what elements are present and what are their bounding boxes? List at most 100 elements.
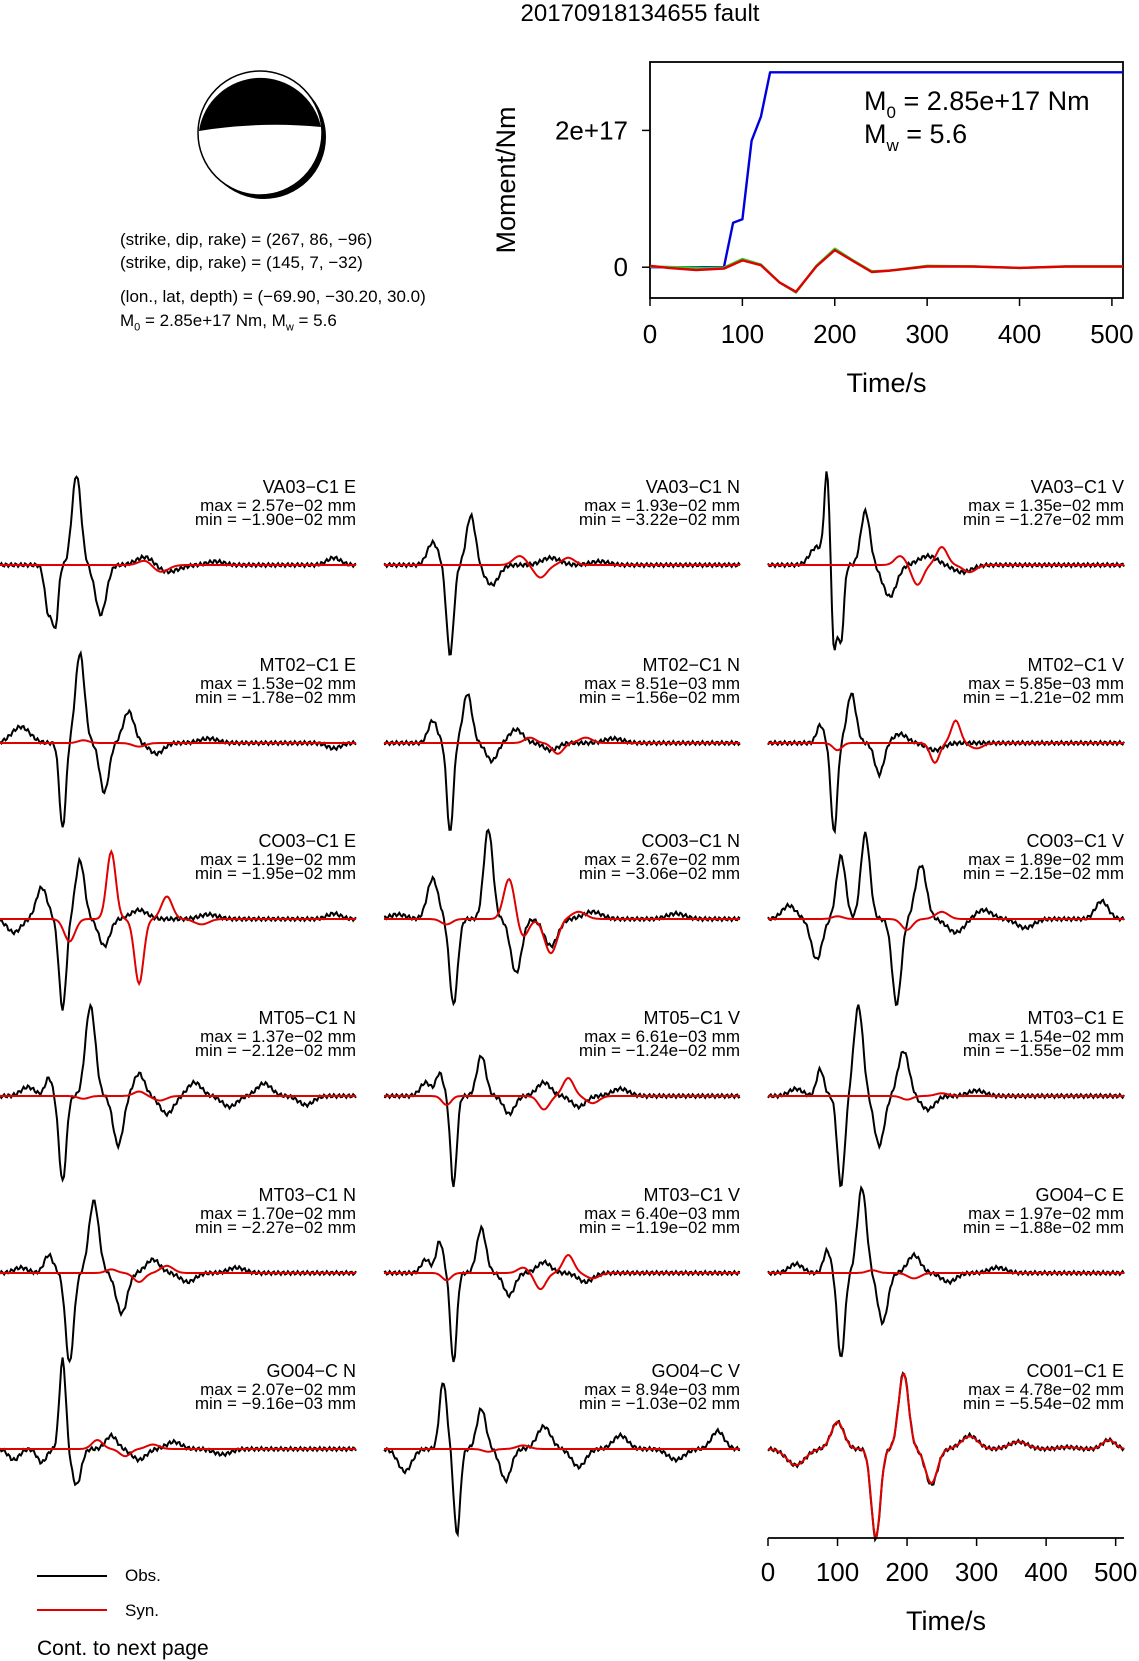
- observed-trace: [383, 511, 741, 656]
- min-amplitude-label: min = −2.15e−02 mm: [963, 864, 1124, 883]
- nodal-plane-2: (strike, dip, rake) = (145, 7, −32): [120, 253, 363, 272]
- station-label: VA03−C1 V: [1031, 477, 1124, 497]
- max-amplitude-label: max = 4.78e−02 mm: [968, 1380, 1124, 1399]
- legend-obs-label: Obs.: [125, 1566, 161, 1585]
- min-amplitude-label: min = −1.19e−02 mm: [579, 1218, 740, 1237]
- min-amplitude-label: min = −1.90e−02 mm: [195, 510, 356, 529]
- station-label: VA03−C1 E: [263, 477, 356, 497]
- moment-x-tick-label: 200: [813, 319, 856, 349]
- max-amplitude-label: max = 1.35e−02 mm: [968, 496, 1124, 515]
- hypocenter-location: (lon., lat, depth) = (−69.90, −30.20, 30…: [120, 287, 426, 306]
- moment-x-tick-label: 400: [998, 319, 1041, 349]
- synthetic-trace: [0, 739, 356, 748]
- min-amplitude-label: min = −2.12e−02 mm: [195, 1041, 356, 1060]
- max-amplitude-label: max = 1.37e−02 mm: [200, 1027, 356, 1046]
- min-amplitude-label: min = −9.16e−03 mm: [195, 1394, 356, 1413]
- min-amplitude-label: min = −1.55e−02 mm: [963, 1041, 1124, 1060]
- station-label: CO03−C1 E: [258, 831, 356, 851]
- max-amplitude-label: max = 2.07e−02 mm: [200, 1380, 356, 1399]
- synthetic-trace: [768, 1269, 1124, 1280]
- synthetic-trace: [768, 910, 1124, 931]
- synthetic-trace: [0, 1090, 356, 1102]
- station-label: MT02−C1 N: [642, 655, 740, 675]
- synthetic-trace: [384, 1077, 740, 1111]
- max-amplitude-label: max = 8.51e−03 mm: [584, 674, 740, 693]
- moment-annotation-m0: M0 = 2.85e+17 Nm: [864, 86, 1090, 122]
- synthetic-trace: [384, 1254, 740, 1291]
- station-label: CO01−C1 E: [1026, 1361, 1124, 1381]
- synthetic-trace: [768, 1092, 1124, 1101]
- moment-y-axis-label: Moment/Nm: [491, 106, 521, 253]
- min-amplitude-label: min = −1.24e−02 mm: [579, 1041, 740, 1060]
- min-amplitude-label: min = −1.95e−02 mm: [195, 864, 356, 883]
- synthetic-trace: [0, 848, 356, 987]
- nodal-plane-1: (strike, dip, rake) = (267, 86, −96): [120, 230, 373, 249]
- synthetic-trace: [384, 736, 740, 755]
- station-label: CO03−C1 V: [1026, 831, 1124, 851]
- moment-rate-curve-red: [649, 248, 1123, 293]
- max-amplitude-label: max = 6.61e−03 mm: [584, 1027, 740, 1046]
- waveform-x-tick-label: 400: [1024, 1557, 1067, 1587]
- observed-trace: [767, 692, 1125, 835]
- min-amplitude-label: min = −3.22e−02 mm: [579, 510, 740, 529]
- moment-y-tick-label: 2e+17: [555, 115, 628, 145]
- observed-trace: [383, 1054, 741, 1188]
- observed-trace: [383, 1224, 741, 1363]
- max-amplitude-label: max = 6.40e−03 mm: [584, 1204, 740, 1223]
- synthetic-trace: [384, 1444, 740, 1453]
- max-amplitude-label: max = 1.19e−02 mm: [200, 850, 356, 869]
- moment-x-axis-label: Time/s: [847, 368, 927, 398]
- station-label: MT02−C1 V: [1027, 655, 1124, 675]
- station-label: CO03−C1 N: [641, 831, 740, 851]
- min-amplitude-label: min = −1.56e−02 mm: [579, 688, 740, 707]
- station-label: MT03−C1 E: [1027, 1008, 1124, 1028]
- moment-x-tick-label: 500: [1090, 319, 1133, 349]
- station-label: VA03−C1 N: [646, 477, 740, 497]
- moment-x-tick-label: 100: [721, 319, 764, 349]
- min-amplitude-label: min = −2.27e−02 mm: [195, 1218, 356, 1237]
- moment-plot-frame: [649, 61, 1124, 299]
- synthetic-trace: [767, 1373, 1125, 1538]
- station-label: GO04−C E: [1035, 1185, 1124, 1205]
- observed-trace: [0, 1002, 357, 1183]
- station-label: MT03−C1 N: [258, 1185, 356, 1205]
- moment-y-tick-label: 0: [614, 252, 628, 282]
- min-amplitude-label: min = −1.27e−02 mm: [963, 510, 1124, 529]
- station-label: MT05−C1 V: [643, 1008, 740, 1028]
- min-amplitude-label: min = −5.54e−02 mm: [963, 1394, 1124, 1413]
- waveform-x-axis-label: Time/s: [906, 1606, 986, 1636]
- moment-annotation-mw: Mw = 5.6: [864, 119, 967, 155]
- waveform-x-tick-label: 200: [885, 1557, 928, 1587]
- synthetic-trace: [384, 555, 740, 579]
- max-amplitude-label: max = 1.70e−02 mm: [200, 1204, 356, 1223]
- synthetic-trace: [0, 559, 356, 573]
- station-label: GO04−C N: [266, 1361, 356, 1381]
- max-amplitude-label: max = 1.54e−02 mm: [968, 1027, 1124, 1046]
- legend-syn-label: Syn.: [125, 1601, 160, 1620]
- moment-x-tick-label: 300: [905, 319, 948, 349]
- observed-trace: [767, 1184, 1125, 1358]
- waveform-x-tick-label: 0: [761, 1557, 775, 1587]
- station-label: GO04−C V: [651, 1361, 740, 1381]
- max-amplitude-label: max = 2.57e−02 mm: [200, 496, 356, 515]
- station-label: MT05−C1 N: [258, 1008, 356, 1028]
- max-amplitude-label: max = 5.85e−03 mm: [968, 674, 1124, 693]
- waveform-x-tick-label: 300: [955, 1557, 998, 1587]
- station-label: MT02−C1 E: [259, 655, 356, 675]
